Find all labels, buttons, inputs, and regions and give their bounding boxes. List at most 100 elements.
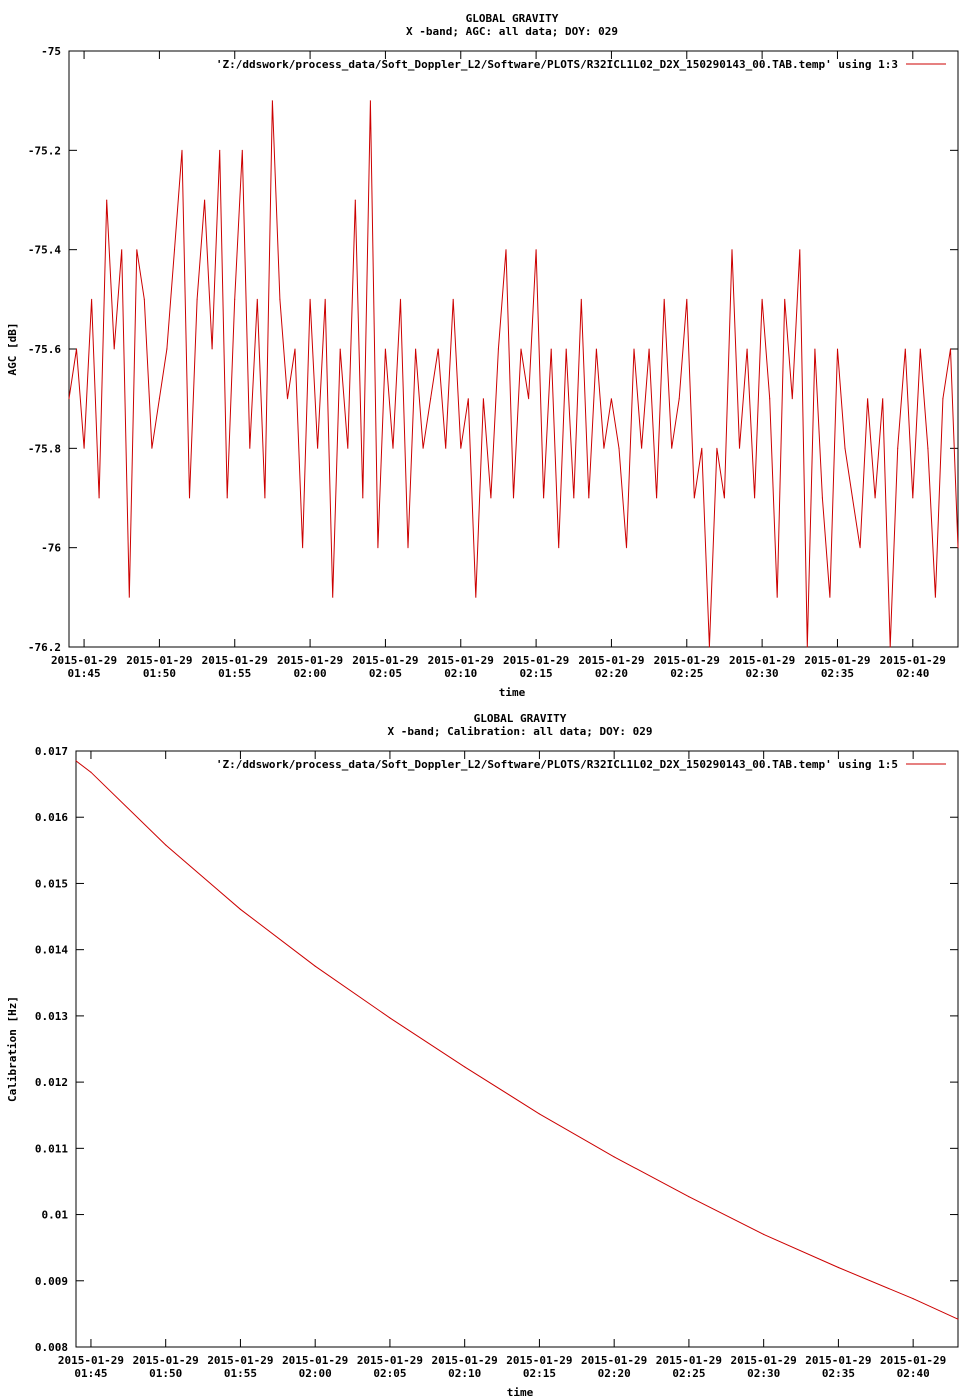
data-point	[716, 447, 718, 449]
data-point	[656, 497, 658, 499]
data-point	[279, 298, 281, 300]
data-point	[889, 646, 891, 648]
data-point	[528, 398, 530, 400]
data-point	[769, 398, 771, 400]
data-point	[415, 348, 417, 350]
data-point	[934, 596, 937, 598]
legend-label: 'Z:/ddswork/process_data/Soft_Doppler_L2…	[216, 58, 898, 71]
data-point	[791, 398, 793, 400]
data-point	[173, 249, 176, 251]
data-point	[98, 497, 100, 499]
data-point	[226, 497, 228, 499]
data-point	[497, 348, 499, 350]
data-point	[618, 447, 620, 449]
data-point	[904, 348, 906, 350]
x-tick-date: 2015-01-29	[58, 1354, 124, 1367]
data-point	[91, 298, 93, 300]
y-tick-label: -75.4	[28, 244, 61, 257]
x-tick-date: 2015-01-29	[880, 654, 946, 667]
data-point	[648, 348, 650, 350]
data-point	[520, 348, 522, 350]
data-point	[837, 1266, 840, 1269]
data-point	[859, 547, 861, 549]
data-point	[128, 596, 130, 598]
data-point	[68, 398, 70, 400]
x-tick-date: 2015-01-29	[352, 654, 418, 667]
x-tick-time: 02:20	[598, 1367, 631, 1380]
x-tick-date: 2015-01-29	[880, 1354, 946, 1367]
data-point	[814, 348, 816, 350]
data-point	[490, 497, 492, 499]
data-point	[799, 249, 801, 251]
y-tick-label: -75.2	[28, 144, 61, 157]
x-tick-time: 02:15	[520, 667, 553, 680]
data-point	[362, 497, 364, 499]
data-point	[776, 596, 778, 598]
y-tick-label: 0.012	[35, 1076, 68, 1089]
y-tick-label: 0.011	[35, 1142, 68, 1155]
data-point	[475, 596, 477, 598]
y-tick-label: -76	[41, 542, 61, 555]
data-point	[158, 398, 160, 400]
data-point	[317, 447, 319, 449]
data-point	[558, 547, 560, 549]
x-tick-time: 02:35	[821, 667, 854, 680]
x-tick-time: 01:45	[68, 667, 101, 680]
y-tick-label: -76.2	[28, 641, 61, 654]
data-point	[165, 844, 167, 846]
data-point	[445, 447, 447, 449]
y-tick-label: -75.6	[28, 343, 61, 356]
y-tick-label: 0.016	[35, 811, 68, 824]
data-point	[688, 1196, 690, 1198]
y-axis-label: Calibration [Hz]	[6, 996, 19, 1102]
data-point	[75, 760, 77, 762]
data-point	[633, 348, 635, 350]
data-point	[761, 298, 763, 300]
data-point	[324, 298, 326, 300]
data-point	[867, 398, 869, 400]
x-tick-time: 02:30	[747, 1367, 780, 1380]
x-tick-time: 02:05	[369, 667, 402, 680]
x-tick-date: 2015-01-29	[282, 1354, 348, 1367]
x-axis-label: time	[507, 1386, 534, 1399]
data-point	[437, 348, 439, 350]
data-point	[686, 298, 688, 300]
data-point	[746, 348, 748, 350]
data-point	[550, 348, 552, 350]
data-point	[249, 447, 251, 449]
x-tick-date: 2015-01-29	[506, 1354, 572, 1367]
data-point	[927, 447, 929, 449]
data-point	[874, 497, 876, 499]
x-tick-date: 2015-01-29	[277, 654, 343, 667]
data-point	[121, 249, 123, 251]
x-tick-date: 2015-01-29	[357, 1354, 423, 1367]
data-point	[211, 348, 213, 350]
chart-subtitle: X -band; Calibration: all data; DOY: 029	[388, 725, 653, 738]
y-axis-label: AGC [dB]	[6, 323, 19, 376]
data-point	[613, 1156, 615, 1158]
data-point	[392, 447, 394, 449]
series-line	[68, 100, 959, 648]
data-point	[573, 497, 575, 499]
data-point	[678, 398, 680, 400]
data-point	[271, 100, 273, 102]
x-tick-date: 2015-01-29	[202, 654, 268, 667]
x-tick-date: 2015-01-29	[207, 1354, 273, 1367]
data-point	[957, 1318, 959, 1320]
data-point	[738, 447, 741, 449]
data-point	[151, 447, 153, 449]
data-point	[464, 1066, 466, 1068]
data-point	[339, 348, 341, 350]
data-point	[377, 547, 379, 549]
data-point	[264, 497, 266, 499]
x-tick-date: 2015-01-29	[804, 654, 870, 667]
x-tick-date: 2015-01-29	[51, 654, 117, 667]
data-point	[467, 398, 469, 400]
data-point	[844, 447, 846, 449]
x-tick-date: 2015-01-29	[581, 1354, 647, 1367]
x-tick-time: 01:50	[149, 1367, 182, 1380]
data-point	[294, 348, 296, 350]
